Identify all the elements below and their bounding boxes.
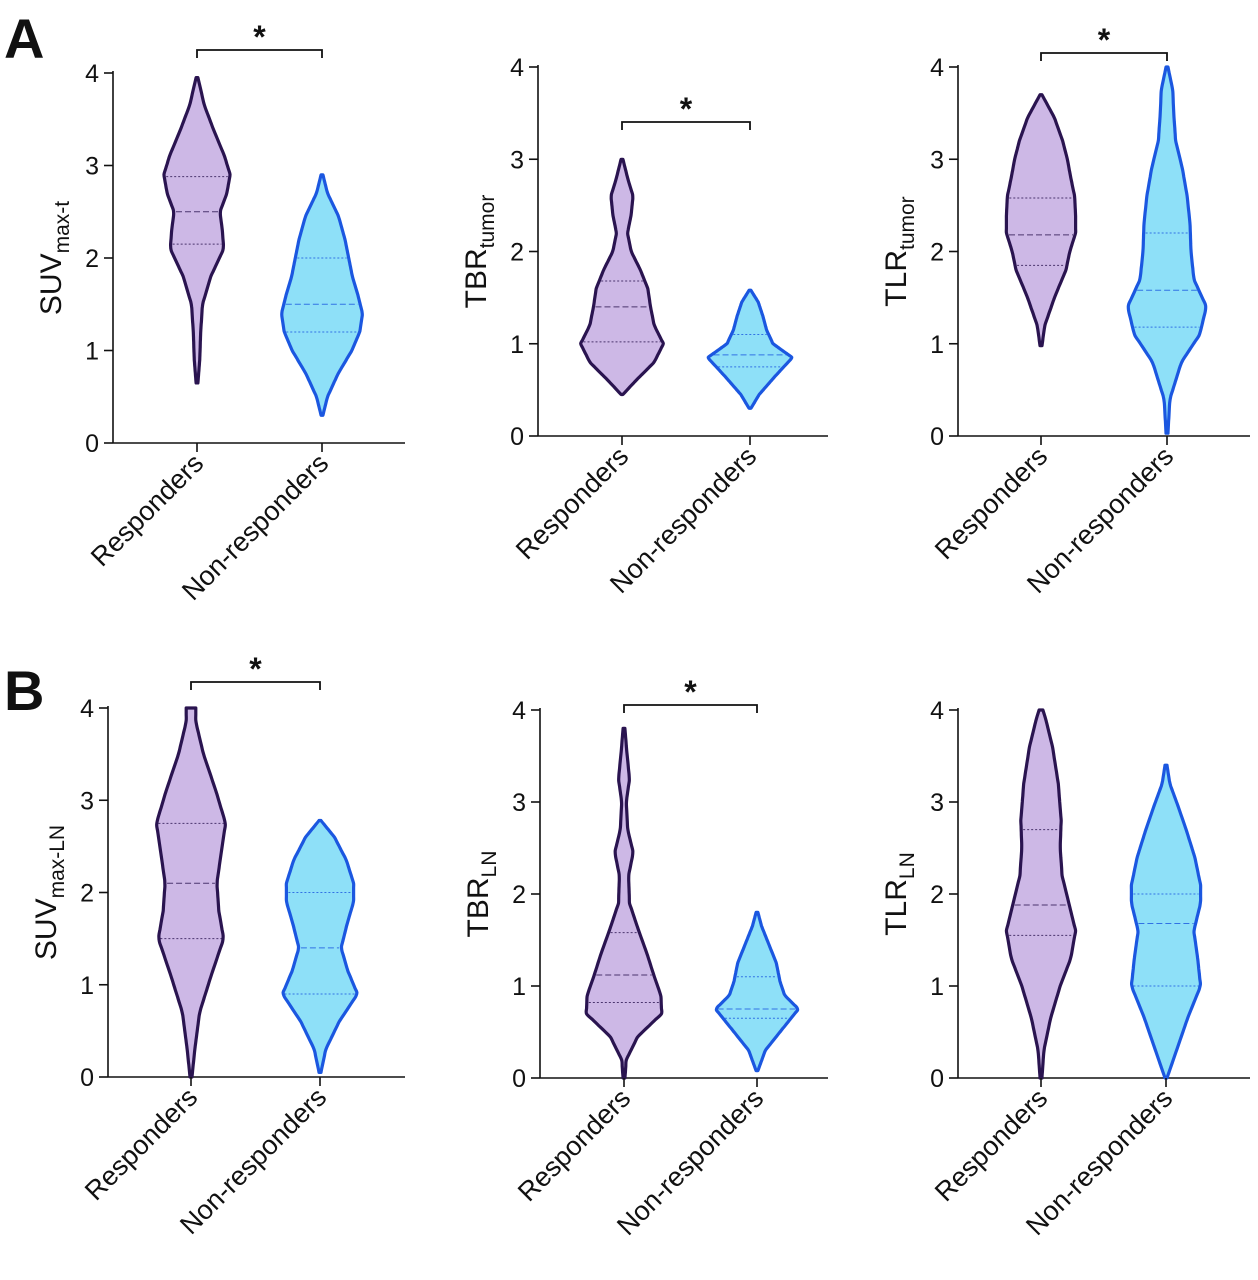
- y-tick-label: 0: [930, 1065, 944, 1093]
- y-tick-label: 1: [512, 973, 526, 1001]
- y-tick-label: 3: [85, 153, 99, 181]
- y-axis-label-subscript: max-LN: [46, 825, 69, 899]
- violin-non-responders: [1126, 65, 1208, 435]
- violin-responders: [1004, 93, 1078, 348]
- panel-label-b: B: [4, 659, 44, 722]
- y-tick-label: 3: [930, 146, 944, 174]
- significance-asterisk: *: [684, 674, 697, 710]
- significance-bracket: [196, 49, 323, 58]
- y-axis-label: TLRtumor: [880, 196, 919, 306]
- y-tick-label: 4: [512, 697, 526, 725]
- violin-non-responders: [280, 173, 364, 417]
- x-category-label: Responders: [929, 1083, 1053, 1207]
- y-tick-label: 3: [80, 787, 94, 815]
- violin-non-responders: [281, 818, 359, 1074]
- y-tick-label: 1: [80, 972, 94, 1000]
- violin-responders: [162, 76, 232, 385]
- violin-responders: [584, 726, 664, 1080]
- y-tick-label: 3: [930, 789, 944, 817]
- y-tick-label: 4: [80, 695, 94, 723]
- y-tick-label: 3: [510, 146, 524, 174]
- y-tick-label: 2: [510, 239, 524, 267]
- y-axis-label: SUVmax-t: [35, 201, 74, 315]
- significance-bracket: [190, 681, 321, 690]
- y-tick-label: 2: [85, 245, 99, 273]
- y-axis-label: TBRLN: [462, 851, 501, 938]
- violin-non-responders: [706, 288, 794, 410]
- y-tick-label: 2: [512, 881, 526, 909]
- y-axis-label-subscript: LN: [478, 851, 501, 878]
- y-tick-label: 1: [930, 331, 944, 359]
- panel-label-a: A: [4, 7, 44, 70]
- y-tick-label: 1: [930, 973, 944, 1001]
- significance-bracket: [623, 704, 758, 713]
- charts-container: 01234SUVmax-tRespondersNon-responders*01…: [30, 19, 1250, 1241]
- y-axis-label-subscript: tumor: [896, 196, 919, 250]
- x-category-label: Responders: [85, 448, 209, 572]
- y-tick-label: 2: [930, 881, 944, 909]
- x-category-label: Non-responders: [611, 1083, 769, 1241]
- y-tick-label: 4: [930, 54, 944, 82]
- significance-asterisk: *: [680, 91, 693, 127]
- violin-responders: [1004, 708, 1078, 1080]
- y-tick-label: 0: [512, 1065, 526, 1093]
- y-axis-label-subscript: max-t: [51, 201, 74, 254]
- y-axis-label-main: SUV: [35, 253, 68, 315]
- x-category-label: Responders: [929, 441, 1053, 565]
- significance-asterisk: *: [253, 19, 266, 55]
- y-tick-label: 4: [930, 697, 944, 725]
- y-axis-label-main: TBR: [460, 248, 493, 308]
- y-tick-label: 0: [85, 430, 99, 458]
- y-axis-label: TBRtumor: [460, 195, 499, 309]
- y-tick-label: 2: [930, 239, 944, 267]
- y-axis-label: TLRLN: [880, 852, 919, 936]
- y-axis-label-main: TLR: [880, 250, 913, 307]
- x-category-label: Responders: [79, 1082, 203, 1206]
- y-axis-label-main: TLR: [880, 879, 913, 936]
- significance-bracket: [621, 121, 751, 130]
- y-axis-label: SUVmax-LN: [30, 825, 69, 960]
- y-tick-label: 1: [85, 338, 99, 366]
- violin-responders: [155, 706, 227, 1079]
- x-category-label: Responders: [510, 441, 634, 565]
- y-tick-label: 4: [510, 54, 524, 82]
- significance-asterisk: *: [249, 651, 262, 687]
- y-tick-label: 0: [930, 423, 944, 451]
- y-axis-label-subscript: LN: [896, 852, 919, 879]
- y-tick-label: 1: [510, 331, 524, 359]
- y-tick-label: 0: [510, 423, 524, 451]
- violin-non-responders: [1129, 763, 1203, 1080]
- y-axis-label-main: TBR: [462, 877, 495, 937]
- y-tick-label: 4: [85, 60, 99, 88]
- violin-responders: [579, 157, 665, 397]
- significance-bracket: [1040, 52, 1168, 61]
- violin-non-responders: [714, 910, 800, 1073]
- y-tick-label: 3: [512, 789, 526, 817]
- y-tick-label: 2: [80, 880, 94, 908]
- significance-asterisk: *: [1098, 22, 1111, 58]
- x-category-label: Responders: [512, 1083, 636, 1207]
- y-axis-label-subscript: tumor: [476, 195, 499, 249]
- y-tick-label: 0: [80, 1064, 94, 1092]
- y-axis-label-main: SUV: [30, 898, 63, 960]
